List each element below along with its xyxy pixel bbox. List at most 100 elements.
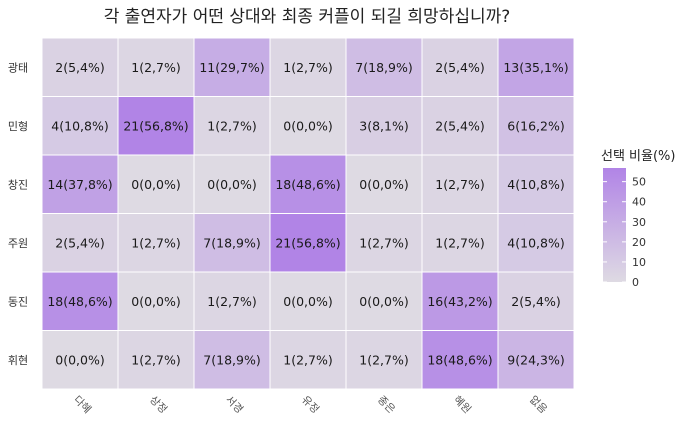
chart-title: 각 출연자가 어떤 상대와 최종 커플이 되길 희망하십니까? bbox=[104, 7, 511, 27]
cell-value-label: 4(10,8%) bbox=[507, 177, 564, 192]
cell-value-label: 0(0,0%) bbox=[283, 118, 332, 133]
heatmap-cell bbox=[41, 37, 119, 97]
cell-value-label: 18(48,6%) bbox=[275, 177, 340, 192]
cell-value-label: 13(35,1%) bbox=[503, 60, 568, 75]
cell-value-label: 1(2,7%) bbox=[283, 352, 332, 367]
cell-value-label: 2(5,4%) bbox=[55, 60, 104, 75]
cell-value-label: 18(48,6%) bbox=[427, 352, 492, 367]
row-label: 민형 bbox=[8, 120, 28, 133]
column-label: 다혜 bbox=[71, 394, 93, 416]
cell-value-label: 1(2,7%) bbox=[207, 294, 256, 309]
cell-value-label: 1(2,7%) bbox=[283, 60, 332, 75]
heatmap-cell bbox=[193, 271, 271, 331]
cell-value-label: 1(2,7%) bbox=[359, 352, 408, 367]
heatmap-cell bbox=[269, 213, 347, 273]
cell-value-label: 4(10,8%) bbox=[507, 235, 564, 250]
heatmap-cell bbox=[41, 96, 119, 156]
heatmap-cell bbox=[117, 154, 195, 214]
cell-value-label: 1(2,7%) bbox=[207, 118, 256, 133]
cell-value-label: 1(2,7%) bbox=[359, 235, 408, 250]
cell-value-label: 11(29,7%) bbox=[199, 60, 264, 75]
cell-value-label: 0(0,0%) bbox=[131, 177, 180, 192]
heatmap-cell bbox=[193, 154, 271, 214]
heatmap-cell bbox=[497, 330, 575, 390]
cell-value-label: 0(0,0%) bbox=[359, 177, 408, 192]
heatmap-cell bbox=[497, 154, 575, 214]
legend-tick-label: 10 bbox=[632, 256, 646, 269]
column-labels: 다혜 상정 서경 유정 종은 혜원 없음 bbox=[71, 393, 550, 416]
legend-tick-label: 30 bbox=[632, 216, 646, 229]
legend-colorbar bbox=[603, 168, 626, 282]
cell-value-label: 14(37,8%) bbox=[47, 177, 112, 192]
cell-value-label: 2(5,4%) bbox=[55, 235, 104, 250]
column-label: 없음 bbox=[527, 393, 550, 416]
column-label: 혜원 bbox=[451, 394, 473, 416]
cell-value-label: 1(2,7%) bbox=[435, 177, 484, 192]
row-label: 광태 bbox=[8, 61, 28, 74]
cell-value-label: 0(0,0%) bbox=[283, 294, 332, 309]
cell-value-label: 1(2,7%) bbox=[131, 60, 180, 75]
cell-value-label: 7(18,9%) bbox=[203, 235, 260, 250]
heatmap-cell bbox=[345, 96, 423, 156]
legend-tick-label: 20 bbox=[632, 236, 646, 249]
heatmap-cell bbox=[421, 37, 499, 97]
column-label: 유정 bbox=[299, 394, 321, 416]
column-label: 상정 bbox=[147, 394, 169, 416]
cell-value-label: 7(18,9%) bbox=[355, 60, 412, 75]
cell-value-label: 2(5,4%) bbox=[435, 118, 484, 133]
cell-value-label: 4(10,8%) bbox=[51, 118, 108, 133]
cell-value-label: 21(56,8%) bbox=[275, 235, 340, 250]
cell-value-label: 2(5,4%) bbox=[511, 294, 560, 309]
row-label: 창진 bbox=[8, 178, 28, 191]
heatmap-cell bbox=[41, 213, 119, 273]
cell-value-label: 3(8,1%) bbox=[359, 118, 408, 133]
heatmap-cell bbox=[345, 154, 423, 214]
cell-value-label: 1(2,7%) bbox=[131, 235, 180, 250]
heatmap-cell-labels: 2(5,4%) 1(2,7%) 11(29,7%) 1(2,7%) 7(18,9%) 2(… bbox=[47, 60, 568, 368]
heatmap-cell bbox=[117, 213, 195, 273]
cell-value-label: 18(48,6%) bbox=[47, 294, 112, 309]
cell-value-label: 2(5,4%) bbox=[435, 60, 484, 75]
heatmap-cell bbox=[193, 330, 271, 390]
heatmap-cell bbox=[421, 213, 499, 273]
cell-value-label: 7(18,9%) bbox=[203, 352, 260, 367]
heatmap-cell bbox=[117, 330, 195, 390]
cell-value-label: 1(2,7%) bbox=[435, 235, 484, 250]
cell-value-label: 6(16,2%) bbox=[507, 118, 564, 133]
cell-value-label: 9(24,3%) bbox=[507, 352, 564, 367]
row-label: 동진 bbox=[8, 295, 28, 308]
row-label: 휘현 bbox=[8, 354, 28, 367]
legend: 선택 비율(%) 0 10 20 30 40 50 bbox=[601, 149, 675, 289]
legend-tick-label: 0 bbox=[632, 276, 639, 289]
heatmap-cell bbox=[421, 154, 499, 214]
legend-title: 선택 비율(%) bbox=[601, 149, 675, 164]
heatmap-cell bbox=[345, 330, 423, 390]
heatmap-cells bbox=[41, 37, 575, 390]
row-label: 주원 bbox=[8, 237, 28, 250]
cell-value-label: 21(56,8%) bbox=[123, 118, 188, 133]
heatmap-cell bbox=[269, 37, 347, 97]
cell-value-label: 0(0,0%) bbox=[359, 294, 408, 309]
cell-value-label: 0(0,0%) bbox=[207, 177, 256, 192]
legend-ticks: 0 10 20 30 40 50 bbox=[603, 176, 646, 289]
heatmap-cell bbox=[41, 271, 119, 331]
legend-tick-label: 50 bbox=[632, 176, 646, 189]
heatmap-cell bbox=[193, 37, 271, 97]
cell-value-label: 1(2,7%) bbox=[131, 352, 180, 367]
cell-value-label: 0(0,0%) bbox=[131, 294, 180, 309]
column-label: 서경 bbox=[223, 393, 246, 416]
heatmap-cell bbox=[269, 154, 347, 214]
cell-value-label: 16(43,2%) bbox=[427, 294, 492, 309]
heatmap-cell bbox=[41, 330, 119, 390]
heatmap-cell bbox=[117, 37, 195, 97]
cell-value-label: 0(0,0%) bbox=[55, 352, 104, 367]
heatmap-cell bbox=[497, 96, 575, 156]
heatmap-cell bbox=[269, 330, 347, 390]
column-label: 종은 bbox=[375, 394, 397, 416]
heatmap-cell bbox=[421, 330, 499, 390]
legend-tick-label: 40 bbox=[632, 196, 646, 209]
heatmap-cell bbox=[497, 213, 575, 273]
heatmap-cell bbox=[193, 96, 271, 156]
